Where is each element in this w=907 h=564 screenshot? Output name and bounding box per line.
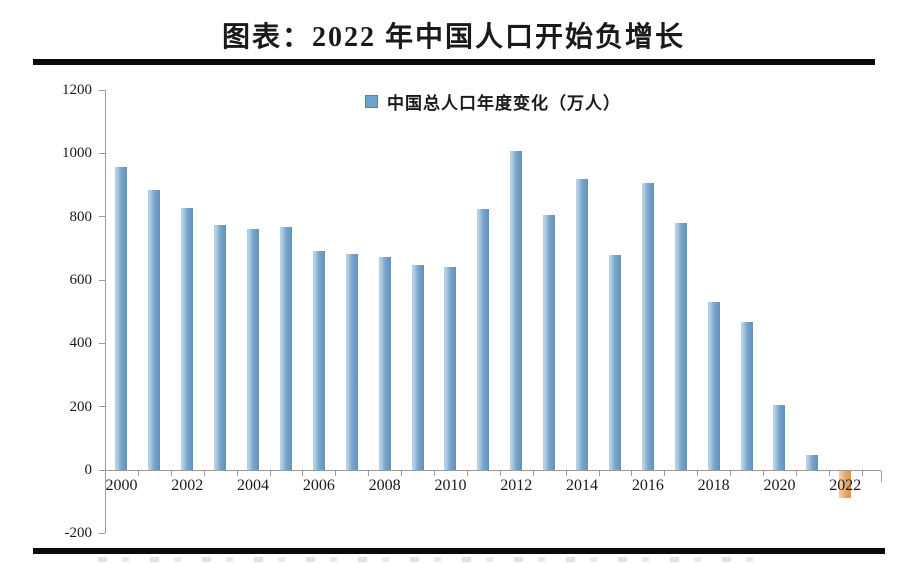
legend-label: 中国总人口年度变化（万人） [387,94,621,113]
bar-2001 [148,190,161,470]
y-axis-tick-label: 0 [84,462,93,478]
bar-2017 [674,223,687,470]
y-axis-tick [99,406,105,408]
x-axis-tick [565,471,567,476]
bar-2014 [576,178,589,470]
bar-2002 [181,208,194,470]
bar-2021 [806,454,819,470]
x-axis-tick [763,471,764,476]
x-axis-tick [269,471,271,476]
x-axis-tick [335,471,337,476]
x-axis-tick [730,471,732,476]
x-axis-tick-label: 2018 [697,477,730,494]
bar-2018 [707,302,720,470]
x-axis-tick [434,471,435,476]
bar-2019 [740,322,753,470]
y-axis-tick-label: 1000 [62,145,92,162]
y-axis-tick [99,342,105,344]
x-axis-tick-label: 2000 [105,477,138,494]
x-axis-tick [664,471,666,476]
bar-2004 [247,229,260,470]
x-axis-tick-label: 2012 [500,477,533,494]
y-axis-tick-label: 200 [69,398,93,415]
bar-2010 [444,267,457,470]
legend-square-icon [365,95,378,108]
y-axis-tick [99,216,105,218]
x-axis-tick-label: 2016 [631,477,664,494]
x-axis-tick [401,471,403,476]
x-axis-tick-label: 2002 [171,477,204,494]
bar-2005 [279,226,292,470]
x-axis-tick-label: 2014 [566,477,599,494]
y-axis-tick-label: 400 [69,335,93,352]
y-axis-tick-label: 600 [69,272,93,288]
y-axis-tick [99,532,105,534]
x-axis-tick-label: 2008 [368,477,401,494]
x-axis-tick [631,471,633,476]
bar-2006 [312,250,325,470]
x-axis-tick-label: 2010 [434,477,467,494]
clipped-footnote-fragment [98,557,758,562]
top-rule-divider [33,59,875,65]
bar-2020 [773,405,786,470]
x-axis-tick-label: 2020 [763,477,796,494]
x-axis-tick [795,471,797,476]
bar-2007 [345,254,358,470]
x-axis-tick [499,471,501,476]
x-axis-tick-label: 2022 [829,477,862,494]
x-axis-tick-label: 2006 [302,477,335,494]
x-axis-tick [368,471,370,476]
y-axis-tick [99,469,105,471]
x-axis-tick [302,471,304,476]
bar-2009 [411,265,424,470]
legend: 中国总人口年度变化（万人） [105,89,881,114]
bar-2012 [510,151,523,470]
x-axis-tick [861,471,863,476]
x-axis-end-tick [881,471,882,482]
x-axis-tick-label: 2004 [237,477,270,494]
bar-2015 [608,254,621,470]
bar-2016 [641,183,654,470]
page-title: 图表：2022 年中国人口开始负增长 [221,22,685,53]
y-axis-tick [99,89,105,91]
x-axis-tick [598,471,600,476]
y-axis-tick-label: 1200 [62,82,92,98]
x-axis-tick [828,471,830,476]
bar-2008 [378,256,391,470]
x-axis-tick [236,471,238,476]
y-axis-line [105,90,106,534]
x-axis-tick [532,471,534,476]
bar-2003 [214,224,227,470]
y-axis-tick [99,279,105,281]
x-axis-tick [105,471,106,476]
x-axis-tick [697,471,699,476]
x-axis-tick [137,471,139,476]
bottom-rule-divider [33,548,885,554]
y-axis-tick [99,152,105,154]
y-axis-tick-label: 800 [69,208,93,225]
x-axis-tick [466,471,468,476]
bar-negative-2022 [839,471,852,498]
x-axis-tick [203,471,205,476]
bar-2000 [115,166,128,470]
x-axis-line [105,470,881,471]
bar-2013 [543,215,556,470]
y-axis-tick-label: -200 [64,525,93,542]
bar-2011 [477,208,490,470]
x-axis-tick [170,471,172,476]
